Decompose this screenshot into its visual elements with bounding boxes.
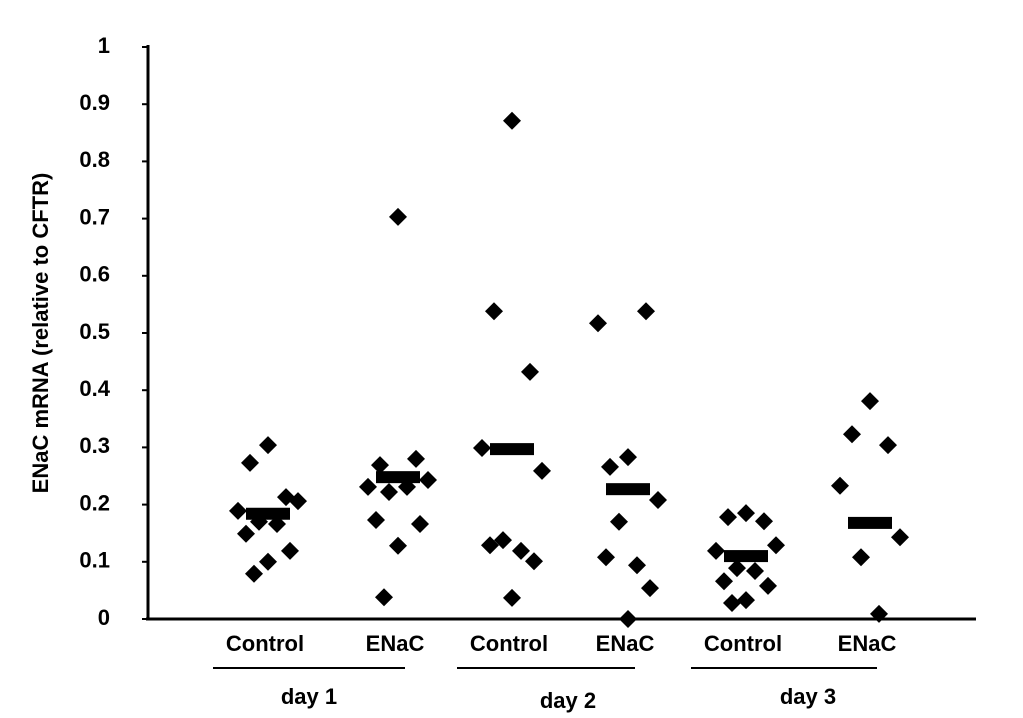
data-point [589,314,607,333]
data-point [737,591,755,610]
y-tick-label: 0.7 [79,204,110,229]
data-point [637,302,655,321]
data-point [707,541,725,560]
data-point [380,483,398,502]
data-point [759,576,777,595]
mean-bar [246,507,290,520]
data-point [281,541,299,560]
data-point [719,508,737,527]
data-point [367,511,385,530]
x-tick-label: Control [226,631,304,656]
data-point [259,436,277,455]
data-point [289,492,307,511]
x-tick-label: ENaC [596,631,655,656]
data-point [852,548,870,567]
x-tick-label: ENaC [366,631,425,656]
mean-bar [606,483,650,496]
data-point [241,453,259,472]
y-tick-label: 1 [98,33,110,58]
data-point [481,536,499,555]
data-point [473,438,491,457]
data-point [619,610,637,628]
y-axis-label: ENaC mRNA (relative to CFTR) [28,173,53,494]
mean-bar [376,471,420,484]
data-point [407,449,425,468]
group-label: day 3 [780,684,836,709]
data-point [879,436,897,455]
data-point [494,531,512,550]
y-tick-label: 0.5 [79,319,110,344]
data-point [870,604,888,623]
data-point [728,559,746,578]
data-point [371,456,389,475]
data-point [503,111,521,130]
data-point [610,512,628,531]
group-label: day 2 [540,688,596,713]
data-point [512,541,530,560]
data-point [891,528,909,547]
data-point [245,564,263,583]
data-point [375,588,393,607]
x-tick-label: Control [704,631,782,656]
data-point [737,504,755,523]
y-tick-label: 0.1 [79,548,110,573]
y-tick-label: 0.3 [79,433,110,458]
x-tick-label: ENaC [838,631,897,656]
y-tick-label: 0.2 [79,490,110,515]
y-tick-label: 0.8 [79,147,110,172]
data-point [419,471,437,490]
data-point [237,524,255,543]
data-point [843,425,861,444]
data-point [389,207,407,226]
mean-bar [490,443,534,456]
x-tick-label: Control [470,631,548,656]
data-point [619,448,637,467]
y-tick-label: 0 [98,605,110,630]
y-tick-label: 0.6 [79,262,110,287]
data-point [641,579,659,598]
y-tick-label: 0.9 [79,90,110,115]
data-point [521,362,539,381]
mean-bar [724,550,768,563]
data-point [715,572,733,591]
data-point [411,515,429,534]
data-point [831,476,849,495]
data-point [649,491,667,510]
mean-bar [848,516,892,529]
data-point [389,536,407,555]
data-point [861,392,879,411]
data-point [755,512,773,531]
data-point [767,536,785,555]
data-point [533,461,551,480]
data-point [628,556,646,575]
y-tick-label: 0.4 [79,376,110,401]
data-point [229,501,247,520]
data-point [746,561,764,580]
data-point [723,593,741,612]
data-point [597,548,615,567]
data-point [485,302,503,321]
group-label: day 1 [281,684,337,709]
data-point [259,552,277,571]
data-point [503,588,521,607]
data-point [359,477,377,496]
data-point [525,552,543,571]
data-point [601,457,619,476]
